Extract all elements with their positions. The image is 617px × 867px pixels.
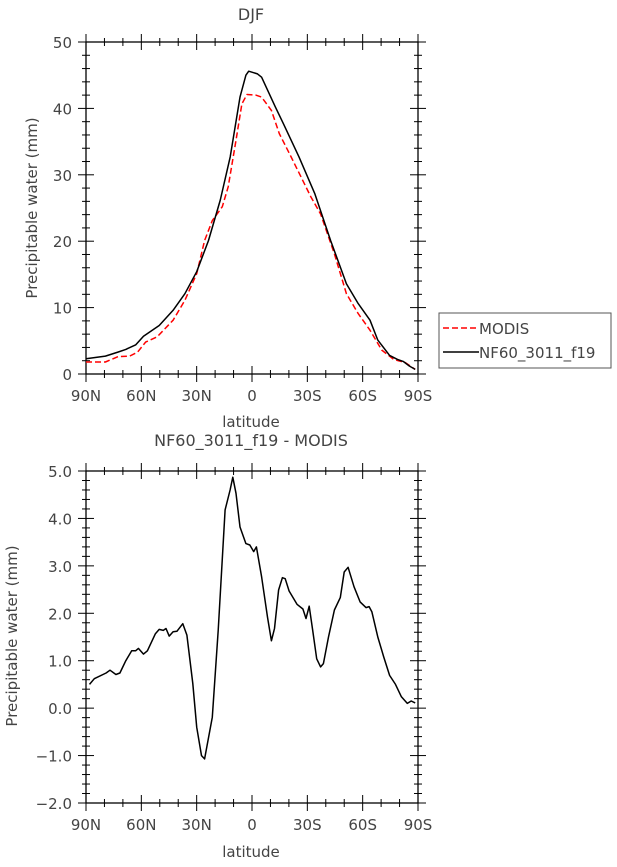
y-tick-label: −2.0 [36, 795, 72, 813]
y-axis-label: Precipitable water (mm) [23, 117, 41, 298]
y-tick-label: 0 [62, 366, 72, 384]
bottom-panel-difference: NF60_3011_f19 - MODIS latitude Precipita… [3, 431, 432, 861]
x-tick-label: 90N [71, 387, 101, 405]
y-tick-label: 50 [53, 34, 72, 52]
series-line-nf60-3011-f19 [85, 70, 416, 371]
y-tick-label: −1.0 [36, 748, 72, 766]
x-tick-label: 90N [71, 816, 101, 834]
chart-title: DJF [238, 5, 264, 24]
y-tick-label: 4.0 [48, 510, 72, 528]
plot-frame [85, 41, 419, 375]
x-axis-label: latitude [222, 413, 280, 431]
x-tick-label: 90S [404, 816, 433, 834]
y-tick-label: 2.0 [48, 605, 72, 623]
y-tick-label: 3.0 [48, 558, 72, 576]
y-tick-label: 10 [53, 300, 72, 318]
x-tick-label: 0 [247, 387, 257, 405]
plot-frame [85, 470, 419, 804]
y-tick-label: 0.0 [48, 700, 72, 718]
y-tick-label: 1.0 [48, 653, 72, 671]
legend-label-modis: MODIS [479, 320, 529, 338]
x-tick-label: 30N [182, 816, 212, 834]
x-tick-label: 60N [126, 816, 156, 834]
x-axis-label: latitude [222, 843, 280, 861]
y-tick-label: 20 [53, 233, 72, 251]
x-tick-label: 90S [404, 387, 433, 405]
y-tick-label: 40 [53, 100, 72, 118]
legend: MODIS NF60_3011_f19 [438, 312, 612, 369]
legend-label-model: NF60_3011_f19 [479, 344, 595, 363]
chart-title: NF60_3011_f19 - MODIS [154, 431, 348, 451]
x-tick-label: 30S [293, 387, 322, 405]
top-panel-djf: DJF latitude Precipitable water (mm) MOD… [23, 5, 612, 431]
x-tick-label: 30S [293, 816, 322, 834]
x-tick-label: 0 [247, 816, 257, 834]
y-axis-label: Precipitable water (mm) [3, 545, 21, 726]
y-tick-label: 5.0 [48, 463, 72, 481]
series-line-nf60-3011-f19-modis [88, 476, 416, 760]
x-tick-label: 60S [348, 387, 377, 405]
legend-box [438, 312, 612, 369]
y-tick-label: 30 [53, 167, 72, 185]
x-tick-label: 60N [126, 387, 156, 405]
x-tick-label: 30N [182, 387, 212, 405]
series-line-modis [86, 93, 416, 371]
x-tick-label: 60S [348, 816, 377, 834]
